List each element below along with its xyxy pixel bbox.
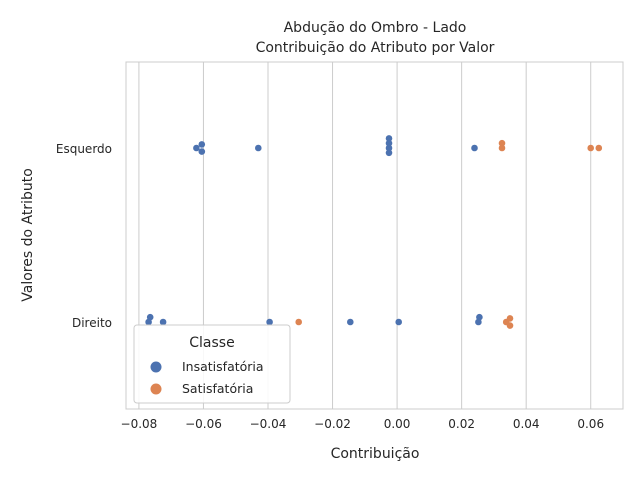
x-tick-label: −0.06	[185, 417, 222, 431]
x-tick-label: −0.04	[250, 417, 287, 431]
data-point	[254, 144, 262, 152]
data-point	[471, 144, 478, 152]
x-tick-label: 0.00	[384, 417, 411, 431]
y-axis-label: Valores do Atributo	[20, 168, 36, 302]
x-tick-label: 0.04	[513, 417, 540, 431]
chart-title-line-1: Abdução do Ombro - Lado	[284, 20, 467, 36]
y-tick-label: Direito	[72, 316, 112, 330]
y-tick-label: Esquerdo	[56, 142, 112, 156]
legend-title: Classe	[189, 335, 234, 351]
legend-box	[133, 324, 291, 404]
data-point	[198, 148, 206, 155]
x-tick-label: −0.08	[121, 417, 158, 431]
data-point	[266, 318, 273, 326]
x-tick-label: −0.02	[314, 417, 351, 431]
data-point	[498, 144, 506, 152]
data-point	[385, 149, 393, 157]
data-point	[595, 144, 603, 152]
legend: Classe Insatisfatória Satisfatória	[133, 324, 291, 404]
x-axis-label: Contribuição	[331, 446, 420, 462]
data-point	[198, 141, 206, 148]
data-point	[506, 322, 514, 329]
plot-area	[125, 61, 624, 410]
data-point	[193, 144, 200, 152]
data-point	[395, 318, 403, 326]
plot-frame	[125, 61, 624, 410]
data-points	[145, 135, 603, 329]
data-point	[347, 318, 354, 326]
chart-title-line-2: Contribuição do Atributo por Valor	[256, 40, 495, 56]
legend-label-insatisfatoria: Insatisfatória	[182, 359, 264, 374]
legend-label-satisfatoria: Satisfatória	[182, 381, 253, 396]
data-point	[295, 318, 303, 326]
grid-lines	[138, 62, 592, 409]
legend-marker-satisfatoria	[150, 383, 162, 395]
x-axis-ticks: −0.08 −0.06 −0.04 −0.02 0.00 0.02 0.04 0.06	[121, 417, 605, 431]
data-point	[475, 318, 482, 326]
data-point	[159, 318, 167, 326]
y-axis-ticks: Esquerdo Direito	[56, 142, 112, 330]
x-tick-label: 0.06	[577, 417, 604, 431]
data-point	[385, 144, 393, 152]
data-point	[145, 318, 152, 326]
x-tick-label: 0.02	[448, 417, 475, 431]
data-point	[385, 135, 393, 142]
legend-marker-insatisfatoria	[150, 361, 162, 373]
data-point	[498, 139, 506, 147]
data-point	[385, 139, 393, 147]
data-point	[587, 144, 594, 152]
